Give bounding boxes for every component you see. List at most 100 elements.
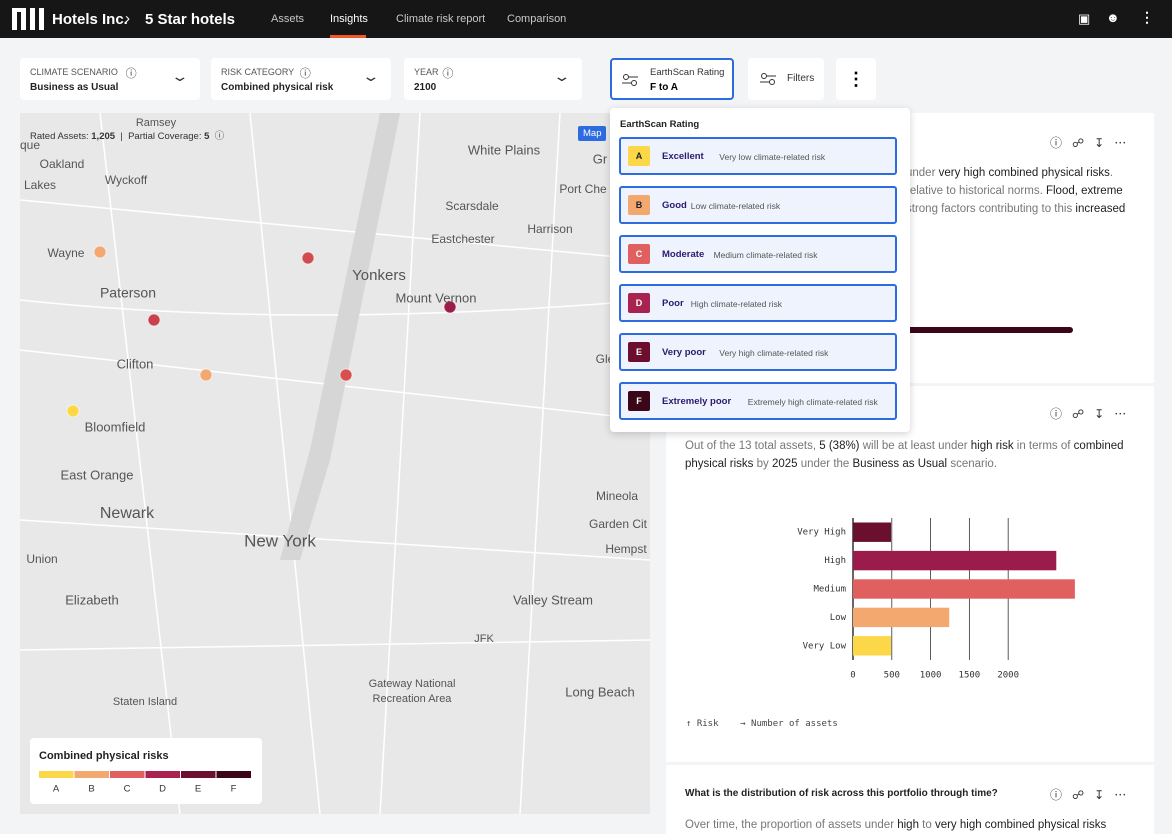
place-label: Oakland <box>40 157 85 171</box>
info-icon: ⓘ <box>125 68 137 80</box>
option-description: Very low climate-related risk <box>719 152 826 162</box>
asset-dot[interactable] <box>93 245 107 259</box>
place-label: Mount Vernon <box>396 290 477 305</box>
more-button[interactable]: ⋮ <box>836 58 876 100</box>
option-label: Excellent <box>662 151 704 162</box>
text-segment: by <box>753 458 772 470</box>
x-axis-label: Number of assets <box>751 719 838 729</box>
brand[interactable]: Hotels Inc. <box>52 11 128 28</box>
rating-filter-label: EarthScan Rating <box>650 67 725 78</box>
y-tick-label: High <box>824 556 846 566</box>
asset-dot[interactable] <box>443 300 457 314</box>
card-text: Out of the 13 total assets, 5 (38%) will… <box>685 437 1135 473</box>
asset-dot[interactable] <box>66 404 80 418</box>
place-label: Scarsdale <box>445 199 499 213</box>
rating-option[interactable]: D Poor High climate-related risk <box>619 284 897 322</box>
chevron: ⌄ <box>361 68 381 84</box>
filter-dropdown[interactable]: YEAR ⓘ 2100 ⌄ <box>404 58 582 100</box>
filter-value: Combined physical risk <box>221 82 334 93</box>
text-segment: under <box>906 167 939 179</box>
place-label: Wayne <box>48 246 85 260</box>
card <box>666 765 1154 834</box>
rating-option[interactable]: F Extremely poor Extremely high climate-re… <box>619 382 897 420</box>
option-description: Very high climate-related risk <box>719 348 829 358</box>
filter-dropdown[interactable]: CLIMATE SCENARIO ⓘ Business as Usual ⌄ <box>20 58 200 100</box>
text-segment: under the <box>797 458 853 470</box>
nav-item[interactable]: Insights <box>330 13 368 25</box>
nav-item[interactable]: Assets <box>271 13 305 25</box>
filter-dropdown[interactable]: RISK CATEGORY ⓘ Combined physical risk ⌄ <box>211 58 391 100</box>
filters-button[interactable]: Filters <box>748 58 824 100</box>
place-label: Eastchester <box>431 232 494 246</box>
x-tick-label: 0 <box>850 671 855 681</box>
legend-grade: E <box>195 784 201 795</box>
coverage-label: Partial Coverage: <box>128 131 202 142</box>
text-segment: strong factors contributing to this <box>906 203 1076 215</box>
text-segment: high risk <box>970 440 1014 452</box>
y-tick-label: Very Low <box>803 641 847 651</box>
text-segment: will be at least under <box>859 440 971 452</box>
text-segment: in terms of <box>1013 440 1074 452</box>
place-label: Recreation Area <box>373 693 453 705</box>
bar <box>853 607 950 628</box>
rating-option[interactable]: A Excellent Very low climate-related risk <box>619 137 897 175</box>
legend-title: Combined physical risks <box>39 750 169 762</box>
place-label: Hempst <box>605 542 647 556</box>
legend-grade: D <box>159 784 166 795</box>
rated-label: Rated Assets: <box>30 131 89 142</box>
nav-item[interactable]: Comparison <box>507 13 567 25</box>
info-icon: ⓘ <box>299 68 311 80</box>
river <box>280 113 400 560</box>
legend-swatch <box>39 771 74 778</box>
text-segment: Out of the 13 total assets, <box>685 440 820 452</box>
text-segment: high <box>897 819 919 831</box>
place-label: Bloomfield <box>85 419 146 434</box>
x-tick-label: 1500 <box>959 671 981 681</box>
legend-grade: B <box>88 784 94 795</box>
bar <box>853 636 892 656</box>
asset-dot[interactable] <box>301 251 315 265</box>
filter-value: 2100 <box>414 82 437 93</box>
rating-option[interactable]: C Moderate Medium climate-related risk <box>619 235 897 273</box>
text-segment: increased <box>1075 203 1126 215</box>
place-label: Gle <box>596 352 615 366</box>
filter-label: YEAR <box>414 67 439 77</box>
place-label: New York <box>244 531 316 550</box>
rating-option[interactable]: E Very poor Very high climate-related risk <box>619 333 897 371</box>
place-label: Port Che <box>559 182 607 196</box>
gradient-bar <box>900 327 1073 333</box>
icon-book[interactable]: ▣ <box>1078 11 1091 26</box>
top-bar: Hotels Inc. › 5 Star hotels ▣ ☻ ⋮ Assets… <box>0 0 1172 38</box>
option-label: Poor <box>662 298 684 309</box>
rating-option[interactable]: B Good Low climate-related risk <box>619 186 897 224</box>
icon-sliders <box>622 74 638 86</box>
portfolio[interactable]: 5 Star hotels <box>145 11 236 28</box>
option-description: Low climate-related risk <box>690 201 781 211</box>
place-label: JFK <box>474 633 494 645</box>
text-segment: very high combined physical risks <box>938 167 1110 179</box>
icon-user-add[interactable]: ☻ <box>1106 10 1120 25</box>
card-text: Over time, the proportion of assets unde… <box>685 816 1135 834</box>
text-segment: Flood, extreme <box>1045 185 1123 197</box>
separator: › <box>125 10 130 27</box>
coverage-value: 5 <box>204 131 210 142</box>
option-label: Moderate <box>662 249 705 260</box>
grade-badge: A <box>628 146 650 166</box>
legend-swatch <box>110 771 145 778</box>
text-segment: very high combined physical risks <box>934 819 1107 831</box>
place-label: Lakes <box>24 178 56 192</box>
text-segment: 2025 <box>771 458 798 470</box>
legend-swatch <box>216 771 251 778</box>
icon-more[interactable]: ⋮ <box>1140 9 1154 25</box>
rating-filter[interactable]: EarthScan Rating F to A <box>610 58 734 100</box>
asset-dot[interactable] <box>339 368 353 382</box>
asset-dot[interactable] <box>199 368 213 382</box>
map-button[interactable]: Map <box>578 126 607 141</box>
chevron: ⌄ <box>170 68 190 84</box>
asset-dot[interactable] <box>147 313 161 327</box>
nav-item[interactable]: Climate risk report <box>396 13 486 25</box>
place-label: Mineola <box>596 489 638 503</box>
asset-dots <box>66 245 457 418</box>
legend-swatch <box>145 771 180 778</box>
